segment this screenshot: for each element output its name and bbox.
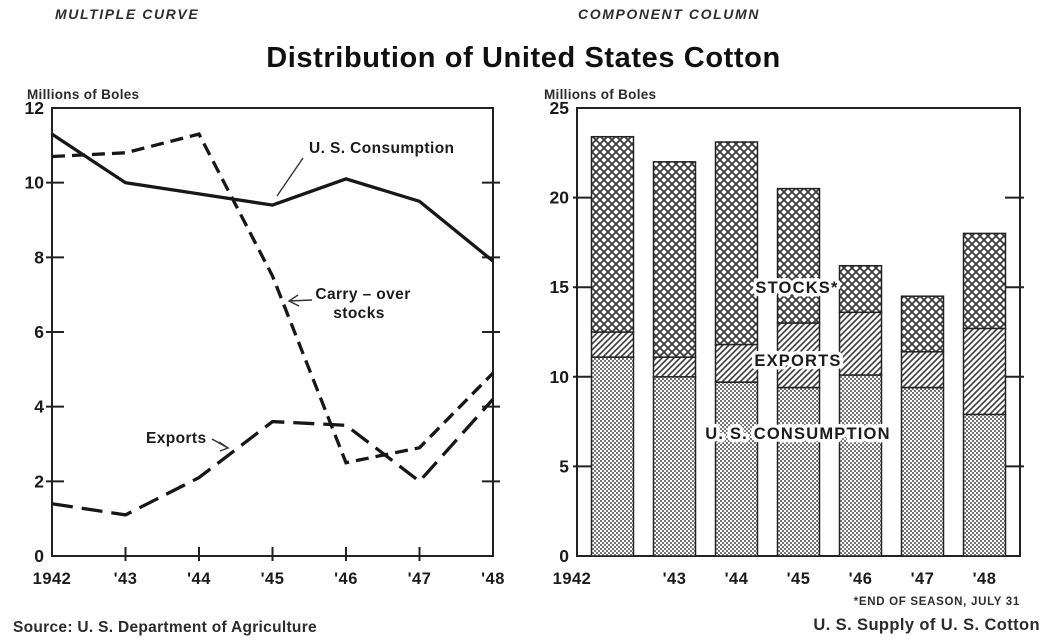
bar-47-u-s-consumption bbox=[900, 386, 945, 557]
line-u-s-consumption bbox=[51, 132, 495, 263]
bar-43-exports bbox=[652, 356, 697, 378]
y-tick-label: 15 bbox=[550, 277, 570, 297]
x-tick-label: 1942 bbox=[553, 570, 592, 588]
bar-43-stocks bbox=[652, 161, 697, 358]
source-note: Source: U. S. Department of Agriculture bbox=[13, 619, 317, 636]
series-label-stocks: STOCKS* bbox=[755, 279, 838, 297]
component-column-chart: 0 5 10 15 20 25 1942 '43 '44 '45 '46 '47 '48 U. S. CO… bbox=[550, 98, 1024, 588]
bar-43-u-s-consumption bbox=[652, 376, 697, 557]
x-tick-label: '43 bbox=[114, 570, 138, 588]
bar-48-u-s-consumption bbox=[962, 413, 1007, 557]
stocks-footnote: *END OF SEASON, JULY 31 bbox=[853, 596, 1020, 608]
bar-47-stocks bbox=[900, 295, 945, 353]
line-carry-over-stocks bbox=[51, 132, 495, 465]
x-tick-label: 1942 bbox=[33, 570, 72, 588]
bar-48-stocks bbox=[962, 232, 1007, 330]
bar-44-exports bbox=[714, 343, 759, 383]
y-tick-label: 8 bbox=[34, 247, 44, 267]
bar-45-u-s-consumption bbox=[776, 386, 821, 557]
x-tick-label: '47 bbox=[911, 570, 935, 588]
bar-44-stocks bbox=[714, 141, 759, 346]
series-label-u-s-consumption: U. S. CONSUMPTION bbox=[705, 425, 890, 443]
panel-label-component-column: COMPONENT COLUMN bbox=[578, 6, 760, 22]
x-tick-label: '45 bbox=[787, 570, 811, 588]
annotation-exports: Exports bbox=[146, 430, 207, 447]
chart-frame bbox=[51, 107, 494, 557]
panel-label-multiple-curve: MULTIPLE CURVE bbox=[55, 6, 200, 22]
x-tick-label: '44 bbox=[725, 570, 749, 588]
y-tick-label: 25 bbox=[550, 98, 570, 118]
y-tick-label: 0 bbox=[559, 546, 569, 566]
x-tick-label: '44 bbox=[187, 570, 211, 588]
right-chart-units-label: Millions of Boles bbox=[544, 87, 657, 102]
series-label-exports: EXPORTS bbox=[754, 352, 841, 370]
y-tick-label: 0 bbox=[34, 546, 44, 566]
multiple-curve-chart: 0 2 4 6 8 10 12 1942 '43 '44 '45 '46 '47 '48 U. S. Con… bbox=[25, 98, 505, 588]
bar-1942-exports bbox=[590, 331, 635, 358]
x-tick-label: '46 bbox=[334, 570, 358, 588]
annotation-pointer bbox=[287, 294, 313, 307]
page-title: Distribution of United States Cotton bbox=[266, 42, 781, 74]
right-chart-caption: U. S. Supply of U. S. Cotton bbox=[813, 616, 1040, 634]
annotation-pointer bbox=[211, 438, 230, 452]
bar-44-u-s-consumption bbox=[714, 381, 759, 557]
y-tick-label: 10 bbox=[550, 367, 570, 387]
x-tick-label: '48 bbox=[973, 570, 997, 588]
bar-48-exports bbox=[962, 327, 1007, 416]
bar-1942-stocks bbox=[590, 135, 635, 333]
y-tick-label: 20 bbox=[550, 188, 570, 208]
bar-46-u-s-consumption bbox=[838, 374, 883, 557]
bar-47-exports bbox=[900, 350, 945, 389]
bar-46-stocks bbox=[838, 264, 883, 314]
x-tick-label: '48 bbox=[481, 570, 505, 588]
y-tick-label: 10 bbox=[25, 173, 45, 193]
left-chart-units-label: Millions of Boles bbox=[27, 87, 140, 102]
annotation-carry-over-stocks: stocks bbox=[333, 305, 385, 322]
bar-1942-u-s-consumption bbox=[590, 356, 635, 557]
x-tick-label: '43 bbox=[663, 570, 687, 588]
y-tick-label: 2 bbox=[34, 471, 44, 491]
x-tick-label: '47 bbox=[408, 570, 432, 588]
x-tick-label: '45 bbox=[261, 570, 285, 588]
line-exports bbox=[51, 398, 495, 517]
annotation-pointer bbox=[276, 157, 304, 197]
y-tick-label: 6 bbox=[34, 322, 44, 342]
x-tick-label: '46 bbox=[849, 570, 873, 588]
y-tick-label: 4 bbox=[34, 397, 44, 417]
bar-45-stocks bbox=[776, 187, 821, 324]
y-tick-label: 5 bbox=[559, 456, 569, 476]
y-tick-label: 12 bbox=[25, 98, 45, 118]
annotation-us-consumption: U. S. Consumption bbox=[309, 140, 454, 157]
annotation-carry-over: Carry – over bbox=[315, 286, 410, 303]
bar-46-exports bbox=[838, 311, 883, 376]
